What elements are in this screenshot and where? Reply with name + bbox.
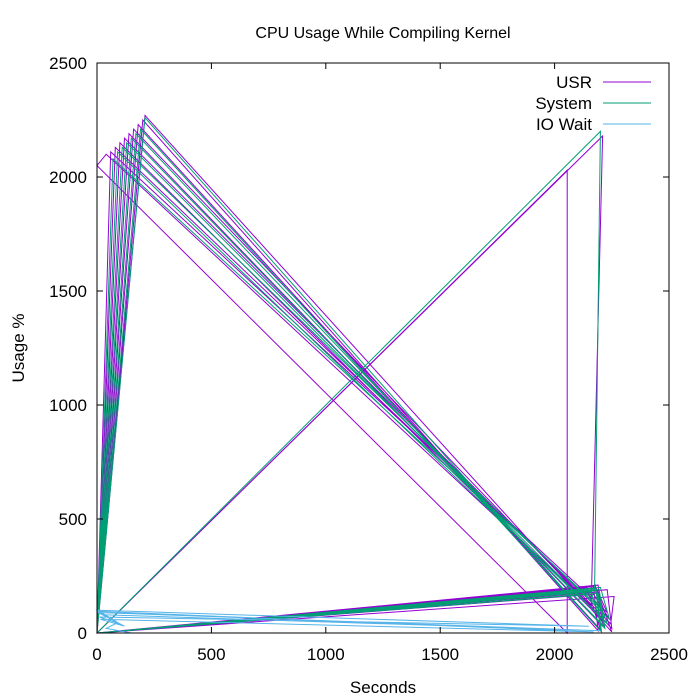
series-line-system bbox=[96, 116, 611, 634]
x-axis-ticks: 0 500 1000 1500 2000 2500 bbox=[92, 63, 688, 664]
x-axis-label: Seconds bbox=[350, 678, 416, 697]
plot-lines bbox=[95, 114, 615, 635]
plot-frame bbox=[96, 62, 670, 634]
x-tick-label: 500 bbox=[197, 645, 225, 664]
y-tick-label: 2000 bbox=[49, 168, 87, 187]
y-tick-label: 0 bbox=[78, 624, 87, 643]
y-axis-label: Usage % bbox=[9, 314, 28, 383]
legend-label: System bbox=[535, 94, 592, 113]
chart-title: CPU Usage While Compiling Kernel bbox=[255, 25, 510, 42]
legend-label: IO Wait bbox=[536, 115, 592, 134]
x-tick-label: 2500 bbox=[650, 645, 688, 664]
legend-label: USR bbox=[556, 73, 592, 92]
legend: USR System IO Wait bbox=[535, 73, 651, 134]
y-axis-ticks: 0 500 1000 1500 2000 2500 bbox=[49, 54, 669, 643]
x-tick-label: 0 bbox=[92, 645, 101, 664]
x-tick-label: 2000 bbox=[536, 645, 574, 664]
x-tick-label: 1000 bbox=[307, 645, 345, 664]
x-tick-label: 1500 bbox=[421, 645, 459, 664]
series-line-io-wait bbox=[95, 609, 601, 634]
y-tick-label: 1000 bbox=[49, 396, 87, 415]
y-tick-label: 2500 bbox=[49, 54, 87, 73]
y-tick-label: 1500 bbox=[49, 282, 87, 301]
y-tick-label: 500 bbox=[59, 510, 87, 529]
